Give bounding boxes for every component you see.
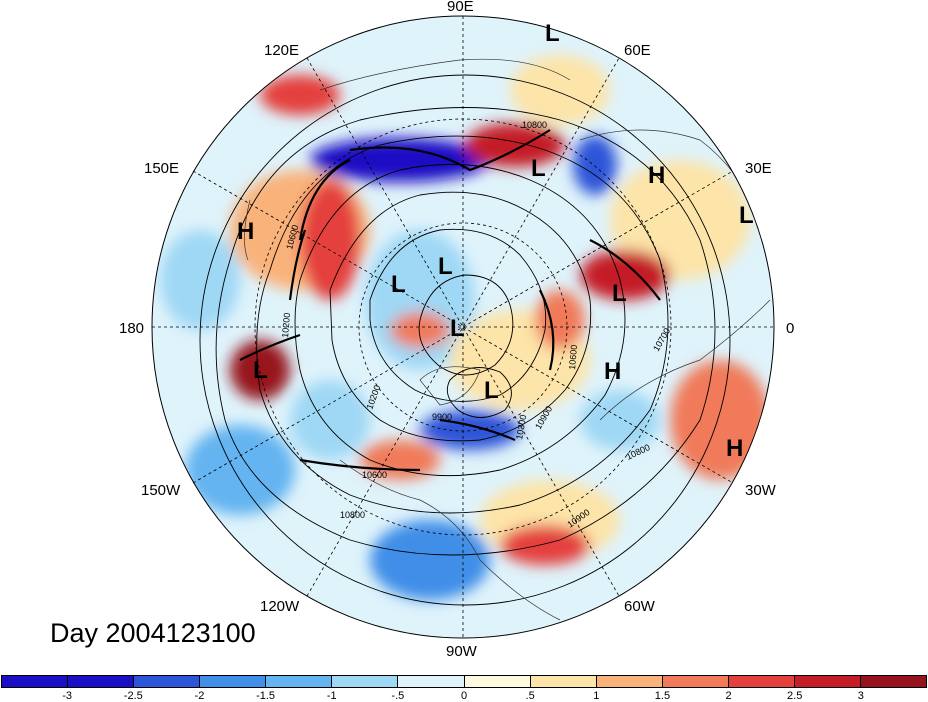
graticule: [151, 15, 775, 639]
colorbar-segment: [596, 676, 663, 687]
contour-label: 10800: [522, 120, 547, 130]
contour-label: 9900: [432, 412, 452, 422]
colorbar-segment: [398, 676, 465, 687]
colorbar-tick-label: -1.5: [256, 690, 276, 702]
contour-label: 10600: [362, 470, 387, 480]
colorbar-tick-label: -3: [62, 690, 73, 702]
pressure-center-high: H: [237, 218, 255, 245]
colorbar-tick-label: 1.5: [654, 690, 671, 702]
pressure-center-low: L: [438, 253, 453, 280]
pressure-center-low: L: [531, 155, 546, 182]
colorbar-tick-label: 2.5: [787, 690, 803, 702]
colorbar-tick-label: 2: [725, 690, 732, 702]
colorbar-segment: [2, 676, 69, 687]
colorbar-tick-label: -2.5: [123, 690, 143, 702]
lon-label-90e: 90E: [447, 0, 474, 15]
lon-label-60e: 60E: [624, 42, 651, 59]
colorbar-tick-label: -.5: [391, 690, 405, 702]
colorbar: [1, 675, 927, 688]
height-contours: [199, 74, 731, 606]
colorbar-segment: [266, 676, 333, 687]
colorbar-tick-label: 0: [460, 690, 468, 702]
anomaly-field: [160, 55, 770, 600]
day-label: Day 2004123100: [50, 618, 256, 648]
lon-label-90w: 90W: [446, 643, 477, 660]
pressure-center-low: L: [545, 20, 560, 47]
pressure-center-high: H: [648, 162, 666, 189]
colorbar-segment: [861, 676, 927, 687]
pressure-center-low: L: [450, 315, 465, 342]
colorbar-segment: [794, 676, 862, 687]
lon-label-150e: 150E: [144, 160, 180, 177]
lon-label-30w: 30W: [745, 482, 776, 499]
colorbar-segment: [200, 676, 267, 687]
colorbar-tick-label: -2: [194, 690, 205, 702]
pressure-center-high: H: [604, 358, 622, 385]
pressure-center-low: L: [612, 280, 627, 307]
colorbar-segment: [662, 676, 729, 687]
contour-label: 10300: [514, 414, 528, 440]
pressure-center-low: L: [484, 377, 499, 404]
pressure-center-low: L: [391, 271, 406, 298]
colorbar-segment: [68, 676, 135, 687]
colorbar-segment: [134, 676, 201, 687]
lon-label-150w: 150W: [141, 482, 181, 499]
lon-label-60w: 60W: [624, 598, 655, 615]
colorbar-tick-label: .5: [525, 690, 535, 702]
colorbar-segment: [332, 676, 399, 687]
pressure-center-high: H: [726, 435, 744, 462]
lon-label-120e: 120E: [264, 42, 300, 59]
colorbar-segment: [530, 676, 597, 687]
lon-label-180: 180: [119, 320, 145, 337]
colorbar-tick-label: -1: [326, 690, 337, 702]
lon-label-0: 0: [786, 320, 795, 337]
colorbar-tick-label: 3: [857, 690, 864, 702]
contour-label: 10600: [567, 344, 579, 370]
jet-contours: [239, 129, 661, 472]
colorbar-segment: [464, 676, 531, 687]
contour-label: 10800: [340, 510, 365, 520]
contour-label: 10200: [280, 312, 292, 338]
colorbar-segment: [728, 676, 795, 687]
lon-label-120w: 120W: [260, 598, 300, 615]
colorbar-tick-label: 1: [593, 690, 600, 702]
pressure-center-low: L: [739, 202, 754, 229]
lon-label-30e: 30E: [745, 160, 772, 177]
pressure-center-low: L: [253, 357, 268, 384]
